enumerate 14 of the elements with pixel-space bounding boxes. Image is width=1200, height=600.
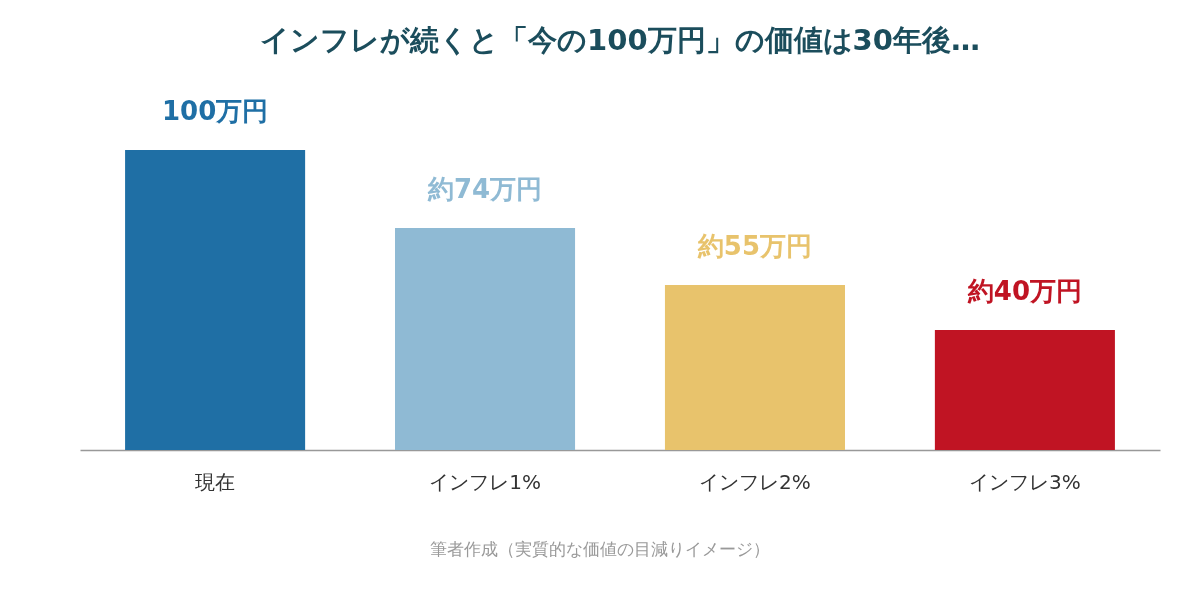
data-label: 約40万円 — [966, 276, 1082, 306]
bar — [125, 150, 306, 450]
data-label: 100万円 — [161, 96, 269, 126]
bar — [664, 285, 845, 450]
chart-title: インフレが続くと「今の100万円」の価値は30年後… — [260, 23, 980, 57]
data-label: 約74万円 — [426, 174, 543, 204]
bar — [395, 228, 576, 450]
x-tick-label: インフレ2% — [699, 469, 811, 494]
x-tick-label: 現在 — [195, 469, 236, 494]
data-label: 約55万円 — [696, 231, 813, 261]
x-tick-label: インフレ3% — [969, 469, 1081, 494]
x-tick-label: インフレ1% — [429, 469, 541, 494]
text: 筆者作成（実質的な価値の目減りイメージ） — [429, 538, 771, 561]
bar — [934, 330, 1115, 450]
